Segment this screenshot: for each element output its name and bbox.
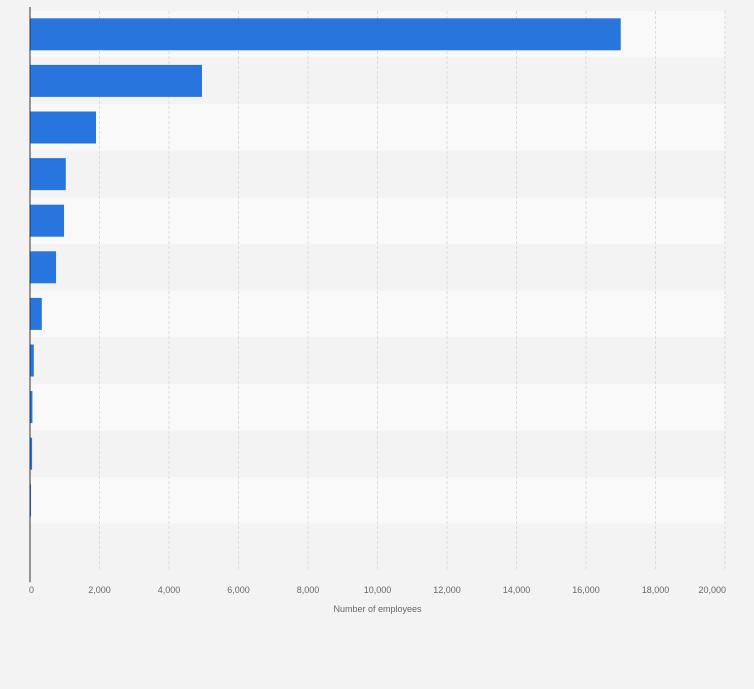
x-tick-label: 10,000 [364, 585, 392, 595]
x-tick-label: 0 [29, 585, 34, 595]
x-tick-label: 20,000 [698, 585, 726, 595]
bar [30, 344, 34, 377]
x-tick-label: 14,000 [503, 585, 531, 595]
gridlines [99, 11, 726, 571]
x-tick-label: 18,000 [642, 585, 670, 595]
bar [30, 204, 65, 237]
row-band [30, 477, 725, 524]
bar [30, 111, 97, 144]
bar [30, 251, 57, 284]
bar [30, 297, 42, 330]
x-axis-ticks: 0 2,000 4,000 6,000 8,000 10,000 12,000 14,000 1… [29, 585, 726, 595]
bar [30, 18, 621, 51]
bar [30, 484, 32, 517]
x-tick-label: 16,000 [572, 585, 600, 595]
bar [30, 158, 66, 191]
x-tick-label: 12,000 [433, 585, 461, 595]
bar [30, 64, 203, 97]
bar [30, 391, 33, 424]
x-tick-label: 4,000 [158, 585, 181, 595]
x-tick-label: 2,000 [88, 585, 111, 595]
bars [30, 18, 621, 517]
x-axis-label: Number of employees [333, 604, 422, 614]
x-tick-label: 6,000 [227, 585, 250, 595]
x-tick-label: 8,000 [297, 585, 320, 595]
bar [30, 437, 33, 470]
